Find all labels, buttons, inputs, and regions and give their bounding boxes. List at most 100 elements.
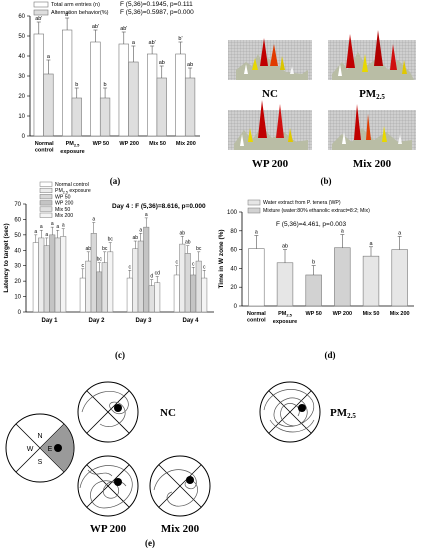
track-nc-title: NC [160,407,176,419]
bar-a [61,29,73,137]
bar-a [43,73,54,137]
panel-c-label: (c) [115,350,125,360]
tick-label-c-y: 20 [14,279,21,285]
category-label-c: Day 4 [182,318,199,324]
bar-c [38,237,45,313]
track-nc: NC [77,381,176,443]
bar-letter-c: c [82,263,85,269]
heatmap-mix200-title: Mix 200 [353,158,392,170]
annotation-a: F (5,36)=0.1945, p=0.111 [120,1,193,8]
bar-letter-c: ab [179,230,185,236]
bar-c [126,277,133,313]
tick-label-d-y: 20 [230,285,237,291]
annotation-c: Day 4 : F (5,36)=8.616, p=0.000 [112,203,206,210]
quadrant-s: S [38,459,43,466]
ylabel-c: Latency to target (sec) [3,223,10,292]
legend-swatch-c [39,212,53,218]
bar-c [190,274,197,313]
track-pm-maze: PM2.5 [259,381,356,443]
bar-c [32,242,39,313]
bar-letter-c: bc [97,257,103,263]
category-label-c: Day 1 [41,318,58,324]
bar-d [305,274,322,307]
annotation-d: F (5,36)=4.461, p=0.003 [276,221,346,228]
category-label-d: WP 200 [333,311,352,317]
bar-c [60,236,67,313]
bar-a [71,97,82,137]
bar-a [156,77,167,137]
bar-letter-a: ab [187,62,193,68]
bar-letter-d: a [341,229,345,235]
bar-letter-c: a [45,232,48,238]
legend-label-c: Normal control [55,182,89,188]
heatmap-mix200: Mix 200 [328,104,416,170]
category-label-d: WP 50 [305,311,321,317]
panel-e-tracks: N W E S NC PM2.5 WP 200 [5,381,356,548]
legend-label-d: Mixture (water:80% ethanolic extract=8:2… [263,208,370,214]
bar-letter-c: d [150,274,153,280]
chart-d-plot: 0 20 40 60 80 100 Time in W zone (%) a ab b a a a Nor… [218,199,414,325]
category-label-c: Day 2 [88,318,105,324]
tick-label-c-y: 70 [14,202,21,208]
track-mix200: Mix 200 [149,455,211,535]
track-pm-title: PM2.5 [330,407,356,420]
legend-swatch-c [39,181,53,187]
bar-letter-c: a [56,224,59,230]
legend-label-a: Alternation behavior(%) [51,10,109,16]
panel-b-label: (b) [321,176,332,186]
bar-letter-c: ab [132,235,138,241]
legend-label-a: Total arm entries (n) [51,2,100,8]
legend-swatch-d [247,207,261,214]
bar-letter-c: c [129,264,132,270]
tick-label-d-y: 0 [234,304,238,310]
bar-letter-c: c [203,264,206,270]
bar-c [85,260,92,313]
track-pm [146,382,206,442]
bar-letter-a: b' [178,36,182,42]
heatmap-pm-title: PM2.5 [359,88,385,101]
tick-label-d-y: 100 [227,210,238,216]
category-label-a: Mix 200 [176,141,196,147]
legend-swatch-a [33,1,49,8]
bar-c [143,226,150,313]
bar-c [96,271,103,313]
bar-a [184,77,196,137]
ylabel-d: Time in W zone (%) [218,229,225,288]
tick-label-c-y: 60 [14,217,21,223]
legend-swatch-a [33,9,49,16]
quadrant-n: N [37,433,42,440]
legend-label-c: Mix 50 [55,207,70,213]
quadrant-e: E [48,446,53,453]
bar-letter-c: bc [102,246,108,252]
bar-c [154,282,161,313]
bar-letter-c: a [139,227,142,233]
bar-letter-a: a [132,40,136,46]
tick-label-a-y: 50 [18,34,25,40]
bar-a [99,97,111,137]
bar-letter-c: a [92,217,95,223]
bar-letter-c: a [40,224,43,230]
bar-a [118,43,129,137]
category-label-d: Mix 200 [390,311,410,317]
bar-letter-a: b [104,82,107,88]
bar-letter-d: b [312,260,315,266]
panel-d-label: (d) [325,350,336,360]
quadrant-w: W [27,446,34,453]
panel-d-chart: 0 20 40 60 80 100 Time in W zone (%) a ab b a a a Nor… [218,199,414,360]
annotation-a: F (5,36)=0.5987, p=0.000 [120,9,194,16]
category-label-a: Mix 50 [149,141,166,147]
category-label-c: Day 3 [135,318,152,324]
bar-c [43,245,50,313]
bar-letter-c: a [62,223,65,229]
bar-c [54,237,61,313]
track-wp200: WP 200 [77,455,139,535]
bar-c [137,240,144,313]
category-label-d: PM2.5 exposure [273,311,297,325]
tick-label-a-y: 20 [18,94,25,100]
bar-c [184,253,191,313]
bar-c [49,234,56,313]
bar-letter-c: c [176,260,179,266]
tick-label-c-y: 40 [14,248,21,254]
